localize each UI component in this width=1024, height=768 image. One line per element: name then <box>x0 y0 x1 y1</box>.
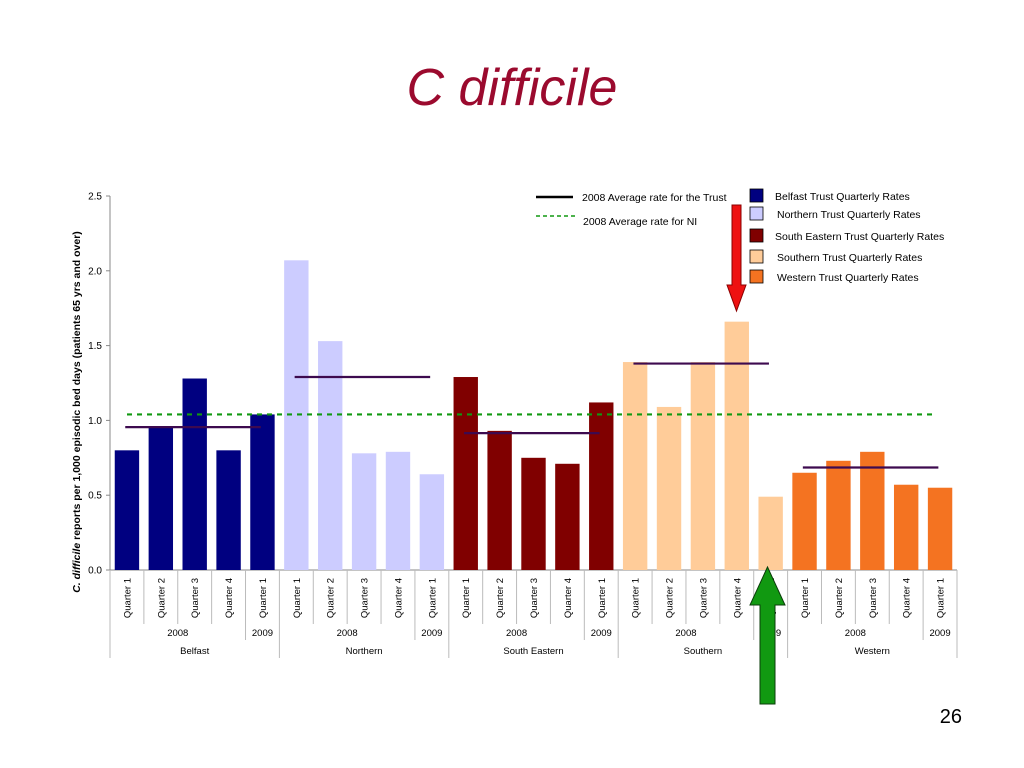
x-group-label: Belfast <box>180 646 209 657</box>
x-quarter-label: Quarter 1 <box>292 578 303 618</box>
legend-series-label: South Eastern Trust Quarterly Rates <box>775 231 944 243</box>
x-group-label: Southern <box>684 646 723 657</box>
bar-belfast-5 <box>250 414 275 570</box>
slide-title: C difficile <box>406 59 618 117</box>
x-quarter-label: Quarter 1 <box>122 578 133 618</box>
x-quarter-label: Quarter 4 <box>902 578 913 618</box>
y-tick-label: 1.0 <box>88 416 102 427</box>
x-group-label: Northern <box>346 646 383 657</box>
legend-series-label: Northern Trust Quarterly Rates <box>777 209 921 221</box>
x-year-label: 2009 <box>591 628 612 639</box>
bar-southern-3 <box>690 362 716 570</box>
x-year-label: 2009 <box>252 628 273 639</box>
bar-southern-5 <box>758 496 783 570</box>
x-quarter-label: Quarter 3 <box>190 578 201 618</box>
x-quarter-label: Quarter 3 <box>868 578 879 618</box>
bar-south-eastern-3 <box>521 457 546 570</box>
x-group-label: Western <box>855 646 890 657</box>
x-quarter-label: Quarter 4 <box>393 578 404 618</box>
annotation-arrows <box>726 204 786 705</box>
legend-series-label: Southern Trust Quarterly Rates <box>777 252 922 264</box>
x-quarter-label: Quarter 2 <box>665 578 676 618</box>
x-year-label: 2009 <box>421 628 442 639</box>
y-tick-label: 2.0 <box>88 266 102 277</box>
legend-ni-average-label: 2008 Average rate for NI <box>583 216 697 228</box>
legend-swatch-3 <box>749 228 764 243</box>
legend-trust-average-label: 2008 Average rate for the Trust <box>582 192 727 204</box>
bar-northern-4 <box>385 451 411 570</box>
bar-belfast-1 <box>114 450 140 570</box>
x-quarter-label: Quarter 3 <box>698 578 709 618</box>
bar-belfast-2 <box>148 426 174 570</box>
bar-western-5 <box>927 487 953 570</box>
bar-south-eastern-1 <box>453 377 478 570</box>
x-quarter-label: Quarter 2 <box>834 578 845 618</box>
chart-bars <box>114 260 953 570</box>
y-tick-label: 0.5 <box>88 491 102 502</box>
legend-series-label: Belfast Trust Quarterly Rates <box>775 191 910 203</box>
bar-south-eastern-4 <box>555 463 580 570</box>
bar-south-eastern-2 <box>487 430 512 570</box>
bar-south-eastern-5 <box>589 402 614 570</box>
x-quarter-label: Quarter 3 <box>529 578 540 618</box>
x-quarter-label: Quarter 4 <box>224 578 235 618</box>
page-number: 26 <box>939 706 962 728</box>
x-quarter-label: Quarter 1 <box>461 578 472 618</box>
legend-swatch-5 <box>749 269 764 284</box>
green-up-arrow <box>749 565 786 705</box>
y-axis-title-rest: reports per 1,000 episodic bed days (pat… <box>71 231 83 543</box>
x-year-label: 2009 <box>929 628 950 639</box>
bar-western-3 <box>860 451 885 570</box>
y-axis-title-italic: C. difficile <box>71 543 83 593</box>
bar-southern-1 <box>622 362 648 570</box>
x-year-label: 2008 <box>845 628 866 639</box>
trust-average-lines <box>125 362 939 469</box>
x-year-label: 2008 <box>675 628 696 639</box>
x-axis-categories: Quarter 1 Quarter 2 Quarter 3 Quarter 4 Quar… <box>109 570 958 658</box>
x-quarter-label: Quarter 1 <box>258 578 269 618</box>
x-quarter-label: Quarter 2 <box>156 578 167 618</box>
bar-western-1 <box>792 472 817 570</box>
bar-western-4 <box>893 484 919 570</box>
x-quarter-label: Quarter 4 <box>732 578 743 618</box>
x-year-label: 2008 <box>506 628 527 639</box>
bar-southern-4 <box>724 321 749 570</box>
bar-western-2 <box>826 460 851 570</box>
bar-belfast-3 <box>182 378 207 570</box>
y-tick-label: 2.5 <box>88 192 102 203</box>
legend-swatch-1 <box>749 188 764 203</box>
chart-legend: 2008 Average rate for the Trust 2008 Aver… <box>536 188 944 284</box>
x-year-label: 2008 <box>337 628 358 639</box>
x-group-label: South Eastern <box>503 646 563 657</box>
bar-belfast-4 <box>216 450 241 570</box>
bar-northern-2 <box>318 341 343 570</box>
x-quarter-label: Quarter 2 <box>326 578 337 618</box>
bar-southern-2 <box>656 406 682 570</box>
x-quarter-label: Quarter 1 <box>597 578 608 618</box>
bar-northern-3 <box>351 453 377 570</box>
legend-series-label: Western Trust Quarterly Rates <box>777 272 919 284</box>
x-quarter-label: Quarter 2 <box>495 578 506 618</box>
x-year-label: 2008 <box>167 628 188 639</box>
x-quarter-label: Quarter 4 <box>563 578 574 618</box>
legend-swatch-4 <box>749 249 764 264</box>
legend-swatch-2 <box>749 206 764 221</box>
red-down-arrow <box>726 204 747 313</box>
x-quarter-label: Quarter 3 <box>360 578 371 618</box>
x-quarter-label: Quarter 1 <box>427 578 438 618</box>
y-tick-label: 1.5 <box>88 341 102 352</box>
x-quarter-label: Quarter 1 <box>936 578 947 618</box>
bar-northern-5 <box>419 474 445 570</box>
x-quarter-label: Quarter 1 <box>800 578 811 618</box>
y-axis-title: C. difficile reports per 1,000 episodic … <box>71 231 83 593</box>
y-tick-label: 0.0 <box>88 566 102 577</box>
x-quarter-label: Quarter 1 <box>631 578 642 618</box>
